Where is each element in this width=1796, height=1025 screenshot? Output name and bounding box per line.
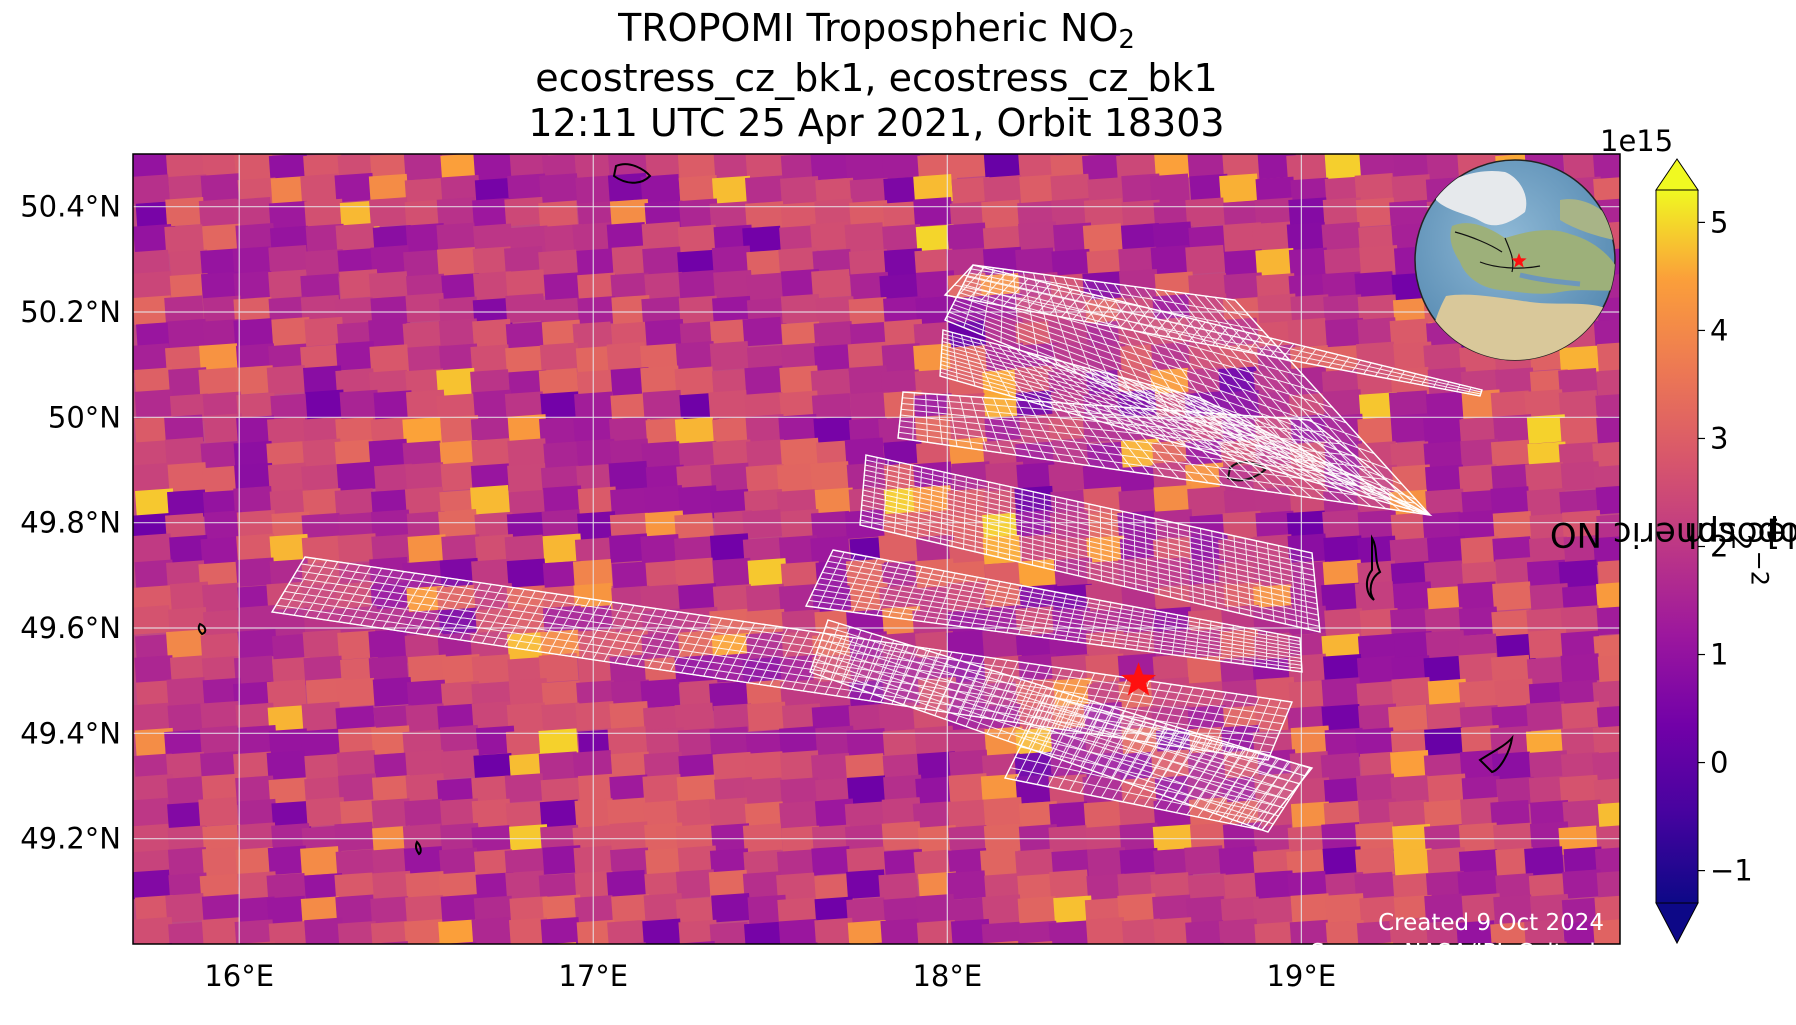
y-tick-label-2: 50°N (48, 400, 121, 434)
map-axes: 16°E 17°E 18°E 19°E 50.4°N 50.2°N 50°N 49.8°N 49… (20, 190, 1336, 993)
x-tick-label-1: 17°E (558, 959, 628, 993)
colorbar-tick-label-4: 1 (1710, 638, 1728, 672)
swath-8 (809, 619, 1312, 833)
y-tick-label-0: 50.4°N (20, 190, 121, 224)
x-tick-label-3: 19°E (1266, 959, 1336, 993)
ecostress-swath-grid (270, 264, 1483, 833)
colorbar-scale (1655, 189, 1699, 904)
map-title-line-1: TROPOMI Tropospheric NO2 (618, 6, 1135, 55)
swath-4 (897, 391, 1433, 517)
x-tick-label-0: 16°E (204, 959, 274, 993)
colorbar-tick-label-5: 0 (1710, 746, 1728, 780)
y-tick-label-6: 49.2°N (20, 822, 121, 856)
swath-1 (943, 264, 1483, 397)
colorbar-extend-max (1655, 158, 1699, 191)
border-outlines (197, 163, 1514, 856)
map-title-line-2: ecostress_cz_bk1, ecostress_cz_bk1 (535, 56, 1218, 100)
credit-source: Source: NASA/JPL-Caltech (1310, 940, 1604, 966)
credit-created: Created 9 Oct 2024 (1378, 910, 1604, 936)
x-tick-label-2: 18°E (912, 959, 982, 993)
swath-5 (859, 454, 1321, 633)
y-tick-label-3: 49.8°N (20, 506, 121, 540)
colorbar-tick-label-1: 4 (1710, 313, 1728, 347)
map-frame (132, 153, 1621, 945)
colorbar-tick-label-2: 3 (1710, 421, 1728, 455)
colorbar-ticks: 5 4 3 2 1 0 −1 (1698, 205, 1753, 888)
graticule (133, 154, 1620, 944)
no2-pixel-layer (133, 154, 1620, 944)
map-title-line-3: 12:11 UTC 25 Apr 2021, Orbit 18303 (528, 101, 1225, 145)
swath-9 (1003, 694, 1314, 831)
colorbar-tick-label-0: 5 (1710, 205, 1728, 239)
inset-globe (1414, 159, 1616, 361)
inset-site-marker (1511, 253, 1527, 268)
colorbar-tick-label-6: −1 (1710, 854, 1753, 888)
y-tick-label-5: 49.4°N (20, 716, 121, 750)
no2-map-area (132, 153, 1621, 945)
y-tick-label-4: 49.6°N (20, 611, 121, 645)
colorbar-exponent: 1e15 (1600, 124, 1674, 158)
colorbar-extend-min (1655, 902, 1699, 945)
site-marker-star (1120, 662, 1157, 696)
colorbar-tick-label-3: 2 (1710, 530, 1728, 564)
swath-6 (804, 549, 1303, 673)
colorbar: 5 4 3 2 1 0 −1 (1655, 158, 1753, 945)
y-tick-label-1: 50.2°N (20, 295, 121, 329)
